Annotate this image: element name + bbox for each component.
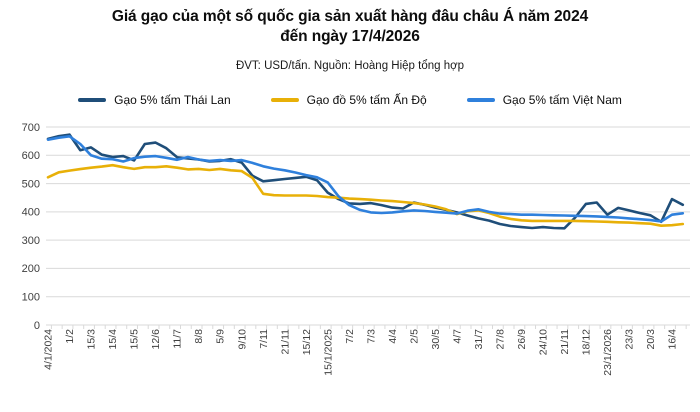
series-line-thai-lan [46, 133, 685, 230]
legend-line-swatch-an-do [270, 98, 299, 102]
y-axis-label-400: 400 [22, 207, 40, 219]
x-axis-label-26: 23/1/2026 [602, 329, 614, 376]
legend-item-thai-lan: Gạo 5% tấm Thái Lan [78, 93, 231, 107]
x-axis-label-4: 15/5 [129, 329, 141, 350]
x-axis-label-5: 12/6 [150, 329, 162, 350]
x-axis-label-7: 8/8 [193, 329, 205, 344]
chart-title: Giá gạo của một số quốc gia sản xuất hàn… [0, 7, 700, 47]
x-axis-label-14: 7/2 [344, 329, 356, 344]
x-axis-label-25: 18/12 [581, 329, 593, 355]
series-line-an-do [46, 163, 685, 227]
legend-label: Gạo đồ 5% tấm Ấn Độ [306, 93, 427, 107]
x-axis-label-20: 31/7 [473, 329, 485, 350]
x-axis-label-28: 20/3 [645, 329, 657, 350]
x-axis-label-21: 27/8 [494, 329, 506, 350]
x-axis-label-29: 16/4 [667, 329, 679, 350]
chart-subtitle: ĐVT: USD/tấn. Nguồn: Hoàng Hiệp tổng hợp [235, 60, 465, 72]
x-axis-label-11: 21/11 [279, 329, 291, 355]
legend-label: Gạo 5% tấm Thái Lan [114, 93, 231, 107]
x-axis-label-8: 5/9 [215, 329, 227, 344]
x-axis-label-27: 23/3 [624, 329, 636, 350]
x-axis-label-18: 30/5 [430, 329, 442, 350]
legend-label: Gạo 5% tấm Việt Nam [502, 93, 622, 107]
x-axis-label-19: 4/7 [451, 329, 463, 344]
x-axis-label-3: 15/4 [107, 329, 119, 350]
x-axis-label-9: 9/10 [236, 329, 248, 350]
x-axis-label-13: 15/1/2025 [322, 329, 334, 376]
legend-line-swatch-viet-nam [466, 98, 495, 102]
chart-title-line1: Giá gạo của một số quốc gia sản xuất hàn… [111, 8, 589, 25]
x-axis-label-2: 15/3 [86, 329, 98, 350]
y-axis-label-0: 0 [34, 320, 40, 332]
x-axis-label-24: 21/11 [559, 329, 571, 355]
x-axis-label-6: 11/7 [172, 329, 184, 349]
legend-line-swatch-thai-lan [78, 98, 107, 102]
x-axis-label-16: 4/4 [387, 329, 399, 344]
y-axis-label-700: 700 [22, 122, 40, 134]
legend-item-an-do: Gạo đồ 5% tấm Ấn Độ [270, 93, 427, 107]
x-axis-label-15: 7/3 [365, 329, 377, 344]
x-axis-label-10: 7/11 [258, 329, 270, 349]
y-axis-label-300: 300 [22, 235, 40, 247]
x-axis-label-17: 2/5 [408, 329, 420, 344]
legend-item-viet-nam: Gạo 5% tấm Việt Nam [466, 93, 622, 107]
x-axis-label-23: 24/10 [537, 329, 549, 355]
x-axis-label-12: 15/12 [301, 329, 313, 355]
y-axis-label-500: 500 [22, 178, 40, 190]
chart-title-line2: đến ngày 17/4/2026 [280, 28, 420, 45]
y-axis-label-600: 600 [22, 150, 40, 162]
chart-legend: Gạo 5% tấm Thái Lan Gạo đồ 5% tấm Ấn Độ Gạ… [0, 93, 700, 107]
series-line-viet-nam [46, 135, 685, 223]
y-axis-label-100: 100 [22, 292, 40, 304]
x-axis-label-1: 1/2 [64, 329, 76, 344]
y-axis-label-200: 200 [22, 263, 40, 275]
x-axis-label-0: 4/1/2024 [43, 329, 55, 370]
x-axis-label-22: 26/9 [516, 329, 528, 350]
